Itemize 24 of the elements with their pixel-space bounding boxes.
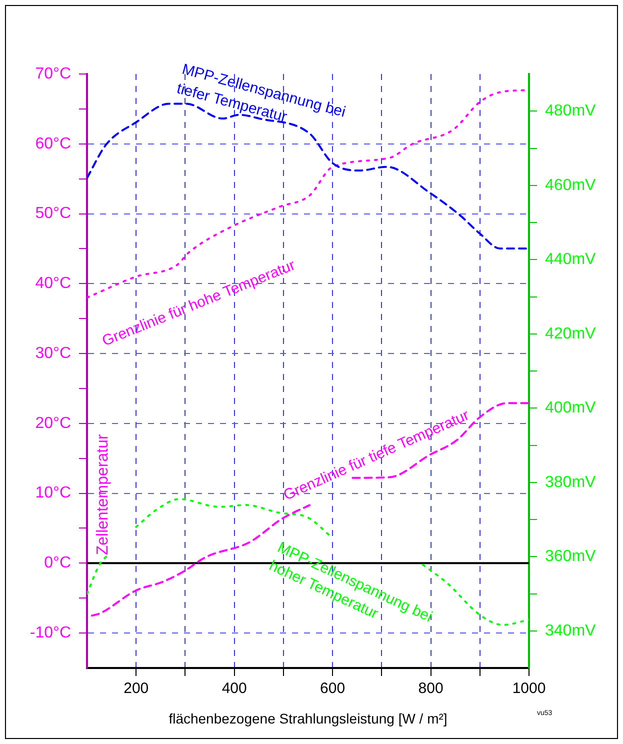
- y2-tick-label: 440mV: [545, 251, 596, 268]
- y-axis-title: Zellentemperatur: [94, 434, 112, 556]
- x-tick-label: 1000: [512, 680, 546, 698]
- x-tick-label: 600: [320, 680, 346, 698]
- x-tick-label: 800: [418, 680, 444, 698]
- y2-tick-label: 420mV: [545, 325, 596, 342]
- y2-tick-label: 340mV: [545, 622, 596, 640]
- y2-tick-label: 380mV: [545, 474, 596, 491]
- x-tick-label: 200: [124, 680, 149, 698]
- y-tick-label: 0°C: [44, 554, 71, 572]
- y-tick-label: 50°C: [35, 205, 71, 222]
- y2-tick-label: 400mV: [545, 400, 596, 417]
- y-tick-label: 20°C: [35, 414, 71, 432]
- y2-tick-label: 480mV: [545, 102, 596, 120]
- y-tick-label: 40°C: [35, 275, 71, 292]
- x-tick-label: 400: [222, 680, 247, 698]
- y-tick-label: 60°C: [35, 135, 71, 152]
- x-axis-title: flächenbezogene Strahlungsleistung [W / m²]: [168, 710, 448, 726]
- y-tick-label: -10°C: [30, 624, 71, 642]
- y-tick-label: 30°C: [35, 344, 71, 362]
- y-tick-label: 70°C: [35, 65, 71, 82]
- y2-tick-label: 360mV: [545, 548, 596, 566]
- y-tick-label: 10°C: [35, 484, 71, 502]
- y2-tick-label: 460mV: [545, 176, 596, 194]
